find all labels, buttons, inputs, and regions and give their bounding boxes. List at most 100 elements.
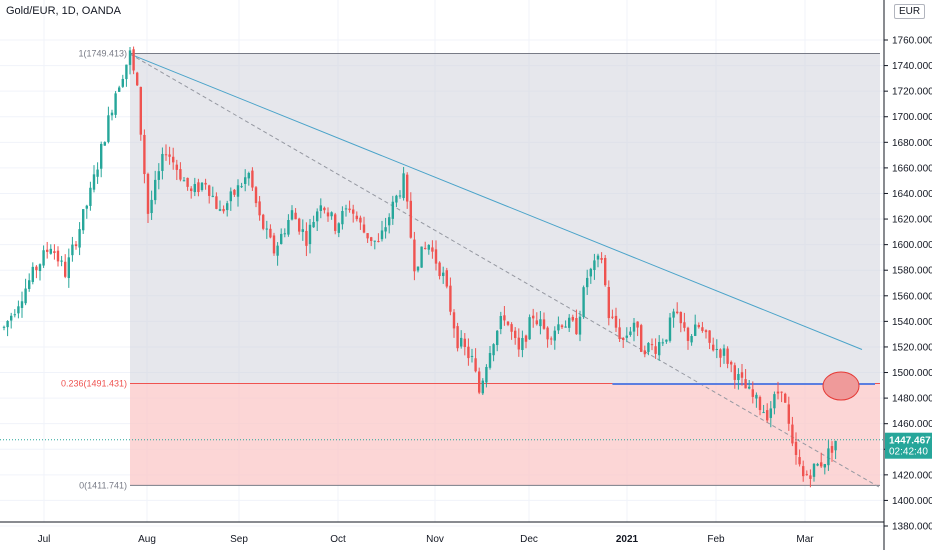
candle xyxy=(35,265,38,279)
candle-body xyxy=(377,241,380,243)
candle-body xyxy=(719,349,722,358)
candle xyxy=(222,205,225,214)
candle xyxy=(560,324,564,329)
candle-body xyxy=(355,215,358,220)
candle-body xyxy=(672,311,675,318)
candle xyxy=(823,463,826,475)
candle-body xyxy=(67,257,70,278)
candle xyxy=(668,312,672,343)
candle-body xyxy=(139,86,142,135)
candle-body xyxy=(28,280,31,289)
candle xyxy=(503,306,506,326)
candle-body xyxy=(553,330,556,341)
candle-body xyxy=(366,233,369,239)
candle-body xyxy=(604,257,607,286)
candle-body xyxy=(611,316,614,318)
descending-trendline xyxy=(129,53,863,350)
candle-body xyxy=(802,466,805,477)
candles xyxy=(2,46,837,488)
candle-body xyxy=(56,250,60,262)
candle-body xyxy=(560,325,564,328)
candle xyxy=(766,403,769,423)
currency-badge[interactable]: EUR xyxy=(894,4,926,19)
candle xyxy=(334,212,337,235)
symbol-title[interactable]: Gold/EUR, 1D, OANDA xyxy=(6,5,121,17)
candle xyxy=(103,141,106,146)
candle xyxy=(409,192,412,239)
candle-body xyxy=(330,212,333,217)
candle-body xyxy=(755,394,758,399)
candle-body xyxy=(402,173,405,199)
candle-body xyxy=(820,462,823,467)
candle xyxy=(787,396,790,431)
candle xyxy=(107,106,110,144)
candle xyxy=(611,309,614,320)
candle xyxy=(539,310,542,335)
candle xyxy=(697,322,700,329)
candle-body xyxy=(197,182,200,193)
candle-body xyxy=(290,210,294,220)
candle-body xyxy=(614,315,618,328)
candle xyxy=(715,339,718,359)
candle-body xyxy=(406,174,409,202)
candle-body xyxy=(780,391,783,393)
candle xyxy=(388,213,391,234)
candle xyxy=(305,222,308,257)
candle xyxy=(391,195,394,225)
candle xyxy=(254,185,258,208)
candle xyxy=(82,209,85,234)
candle-body xyxy=(629,331,632,336)
candle xyxy=(463,332,466,356)
candle-body xyxy=(175,164,178,170)
candle-body xyxy=(506,321,510,325)
candle-body xyxy=(46,249,49,252)
candle-body xyxy=(712,344,715,351)
candle xyxy=(197,178,200,197)
candle xyxy=(110,109,114,121)
candle xyxy=(481,378,484,396)
candle xyxy=(352,204,355,223)
candle-body xyxy=(460,337,463,347)
candle-body xyxy=(362,224,366,233)
y-tick-label: 1560.000 xyxy=(892,291,932,302)
candle xyxy=(712,337,715,352)
candle-body xyxy=(589,268,592,277)
candle-body xyxy=(391,201,394,219)
candle xyxy=(67,248,70,288)
candle xyxy=(740,363,744,386)
candle xyxy=(542,312,546,330)
candle xyxy=(607,280,610,326)
candle xyxy=(460,330,463,349)
candle-body xyxy=(193,184,196,193)
candle-body xyxy=(791,424,794,444)
candle-body xyxy=(168,154,171,157)
candle xyxy=(121,74,124,88)
candle xyxy=(373,240,376,250)
candle-body xyxy=(748,386,751,389)
candle xyxy=(193,177,196,197)
candle-body xyxy=(787,404,790,424)
y-tick-label: 1420.000 xyxy=(892,470,932,481)
candle xyxy=(31,262,34,285)
candle xyxy=(38,263,42,281)
candle-body xyxy=(121,78,124,87)
candle-body xyxy=(582,287,585,317)
candle-body xyxy=(208,185,211,196)
candle xyxy=(24,278,27,306)
candle-body xyxy=(463,338,466,348)
candle xyxy=(164,144,168,161)
y-tick-label: 1620.000 xyxy=(892,215,932,226)
candle xyxy=(287,214,290,237)
candle-body xyxy=(827,448,830,466)
candle-body xyxy=(74,244,78,247)
y-tick-label: 1400.000 xyxy=(892,496,932,507)
candle-body xyxy=(128,50,132,65)
candle-body xyxy=(218,209,222,211)
candle-body xyxy=(276,245,279,256)
candle xyxy=(416,266,420,273)
candle xyxy=(640,323,643,353)
candle-body xyxy=(53,251,56,254)
candle-body xyxy=(571,316,574,321)
candle xyxy=(578,310,582,342)
